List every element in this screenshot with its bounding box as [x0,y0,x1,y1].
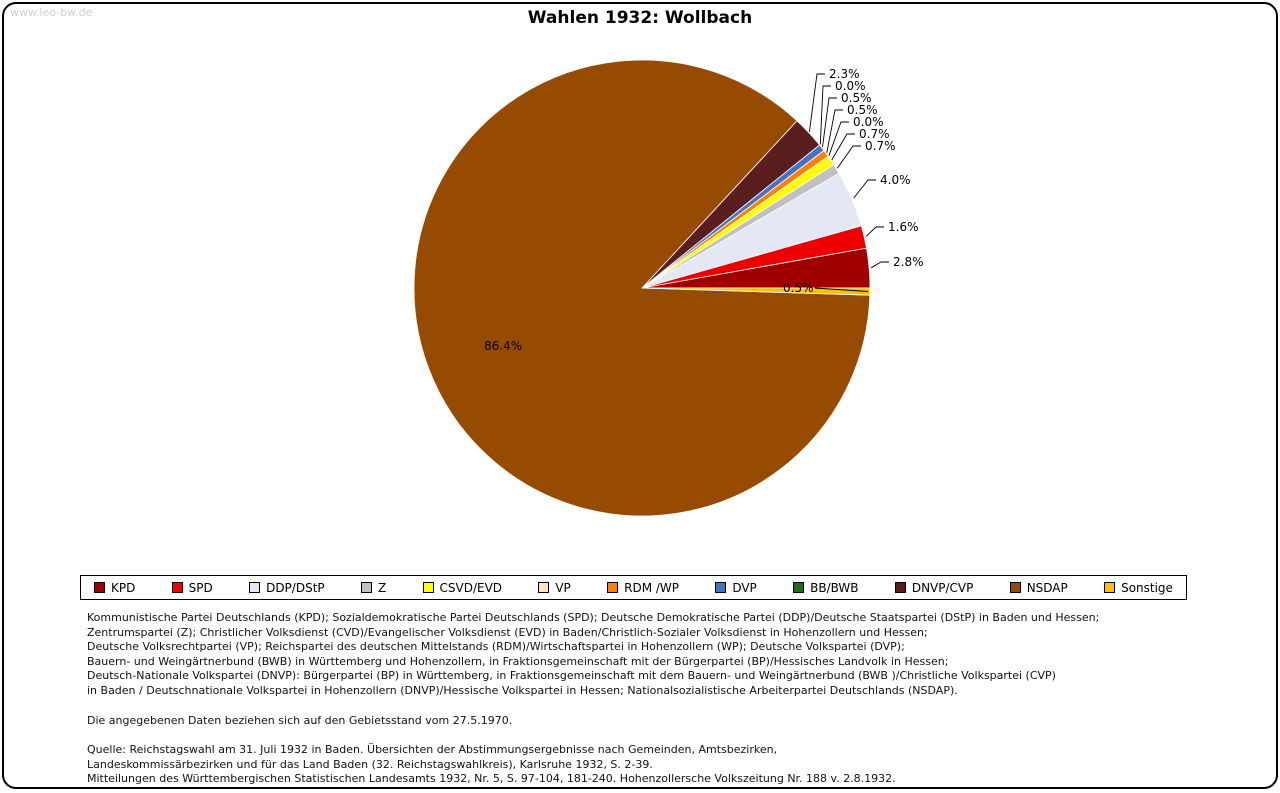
pie-label: 2.3% [829,67,860,81]
label-leader-line [865,226,884,237]
legend-swatch-bb-bwb [793,582,805,593]
legend-label-vp: VP [555,580,571,595]
label-leader-line [819,85,831,145]
legend-label-z: Z [377,580,387,595]
pie-slice-sonstige [641,287,871,296]
pie-label: 2.8% [893,255,924,269]
legend-label-rdm-wp: RDM /WP [624,580,679,595]
chart-title: Wahlen 1932: Wollbach [527,8,753,28]
legend-label-bb-bwb: BB/BWB [810,580,859,595]
legend-item-csvd-evd: CSVD/EVD [422,580,503,595]
label-leader-line [853,179,876,199]
notes: Kommunistische Partei Deutschlands (KPD)… [87,611,1227,787]
legend-swatch-csvd-evd [422,582,434,593]
label-leader-line [822,97,837,148]
pie-slice-nsdap [413,59,871,517]
notes-paragraph-2: Die angegebenen Daten beziehen sich auf … [87,713,513,727]
label-leader-line [870,261,889,269]
pie-label: 0.0% [835,79,866,93]
legend-swatch-vp [538,582,550,593]
legend-item-kpd: KPD [94,581,135,595]
legend-item-z: Z [360,580,387,595]
pie-label: 0.5% [847,103,878,117]
label-leader-line [826,109,843,153]
legend-label-csvd-evd: CSVD/EVD [439,580,503,595]
label-leader-line [831,133,855,161]
pie-label: 0.5% [783,281,814,295]
legend-item-dnvp-cvp: DNVP/CVP [894,580,974,595]
legend: KPD SPD DDP/DStP Z CSVD/EVD VP RDM /WP DVP BB/BW… [80,575,1187,600]
pie-label: 4.0% [880,173,911,187]
legend-item-spd: SPD [171,580,213,595]
legend-label-sonstige: Sonstige [1121,580,1173,595]
legend-item-vp: VP [538,580,571,595]
legend-item-dvp: DVP [715,580,757,595]
legend-item-ddp-dstp: DDP/DStP [249,581,325,595]
pie-label: 0.5% [841,91,872,105]
legend-item-sonstige: Sonstige [1104,581,1173,595]
legend-label-ddp-dstp: DDP/DStP [266,580,325,595]
label-leader-line [836,145,861,169]
legend-label-dnvp-cvp: DNVP/CVP [911,580,974,595]
pie-label: 0.7% [865,139,896,153]
legend-swatch-spd [171,582,183,593]
watermark: www.leo-bw.de [10,6,93,19]
legend-swatch-nsdap [1009,582,1021,593]
legend-swatch-dnvp-cvp [894,582,906,593]
legend-label-spd: SPD [188,580,213,595]
label-leader-line [828,121,849,156]
pie-label: 86.4% [484,339,522,353]
legend-label-dvp: DVP [732,580,757,595]
label-leader-line [814,287,869,292]
notes-paragraph-1: Kommunistische Partei Deutschlands (KPD)… [87,611,1100,697]
pie-label: 0.0% [853,115,884,129]
pie-label: 1.6% [888,220,919,234]
label-leader-line [808,73,825,132]
legend-swatch-rdm-wp [607,582,619,593]
legend-label-kpd: KPD [111,580,136,595]
legend-swatch-sonstige [1104,582,1116,593]
legend-item-bb-bwb: BB/BWB [793,580,859,595]
pie-chart: 2.3%0.0%0.5%0.5%0.0%0.7%0.7%4.0%1.6%2.8%… [413,59,924,517]
legend-swatch-z [360,582,372,593]
legend-swatch-dvp [715,582,727,593]
legend-label-nsdap: NSDAP [1026,580,1068,595]
legend-swatch-kpd [94,582,105,593]
pie-label: 0.7% [859,127,890,141]
legend-item-nsdap: NSDAP [1009,580,1068,595]
notes-paragraph-3: Quelle: Reichstagswahl am 31. Juli 1932 … [87,743,896,786]
legend-item-rdm-wp: RDM /WP [607,581,679,595]
legend-swatch-ddp-dstp [249,582,261,593]
